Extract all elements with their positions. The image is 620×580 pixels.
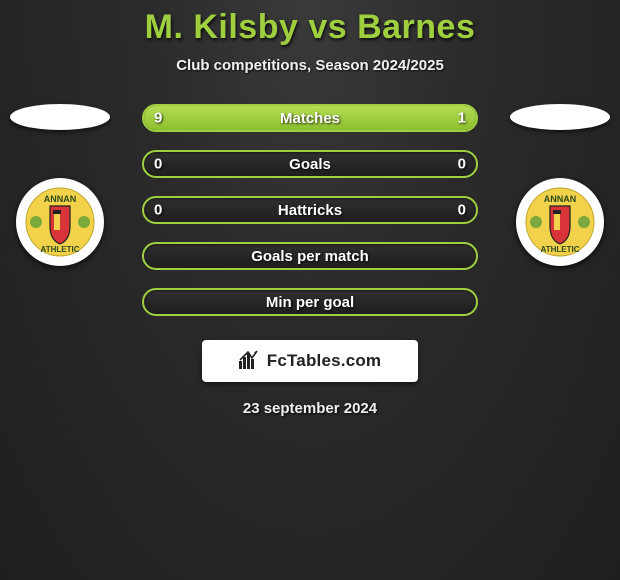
date-text: 23 september 2024 — [0, 400, 620, 417]
club-badge-right: ANNAN ATHLETIC — [516, 178, 604, 266]
stat-value-left: 9 — [154, 110, 162, 127]
annan-athletic-crest-icon: ANNAN ATHLETIC — [524, 186, 596, 258]
player-right-avatar — [510, 104, 610, 130]
stat-label: Min per goal — [266, 294, 354, 311]
svg-text:ANNAN: ANNAN — [44, 194, 77, 204]
stat-label: Hattricks — [278, 202, 342, 219]
stat-label: Goals per match — [251, 248, 369, 265]
player-right-column: ANNAN ATHLETIC — [510, 104, 610, 266]
stat-value-left: 0 — [154, 202, 162, 219]
stat-value-right: 1 — [458, 110, 466, 127]
annan-athletic-crest-icon: ANNAN ATHLETIC — [24, 186, 96, 258]
comparison-panel: ANNAN ATHLETIC ANNAN ATHLETIC — [0, 104, 620, 417]
stat-bar-min-per-goal: Min per goal — [142, 288, 478, 316]
stat-value-left: 0 — [154, 156, 162, 173]
brand-logo[interactable]: FcTables.com — [202, 340, 418, 382]
svg-text:ANNAN: ANNAN — [544, 194, 577, 204]
club-badge-left: ANNAN ATHLETIC — [16, 178, 104, 266]
page-subtitle: Club competitions, Season 2024/2025 — [0, 57, 620, 74]
svg-text:ATHLETIC: ATHLETIC — [41, 245, 80, 254]
stat-bars: 9 Matches 1 0 Goals 0 0 Hattricks 0 Goal… — [142, 104, 478, 316]
svg-text:ATHLETIC: ATHLETIC — [541, 245, 580, 254]
stat-bar-goals-per-match: Goals per match — [142, 242, 478, 270]
stat-label: Goals — [289, 156, 331, 173]
page-title: M. Kilsby vs Barnes — [0, 0, 620, 47]
stat-label: Matches — [280, 110, 340, 127]
stat-bar-goals: 0 Goals 0 — [142, 150, 478, 178]
stat-bar-matches: 9 Matches 1 — [142, 104, 478, 132]
player-left-avatar — [10, 104, 110, 130]
brand-text: FcTables.com — [267, 351, 382, 371]
bar-chart-icon — [239, 349, 261, 374]
stat-value-right: 0 — [458, 156, 466, 173]
player-left-column: ANNAN ATHLETIC — [10, 104, 110, 266]
stat-bar-hattricks: 0 Hattricks 0 — [142, 196, 478, 224]
stat-value-right: 0 — [458, 202, 466, 219]
